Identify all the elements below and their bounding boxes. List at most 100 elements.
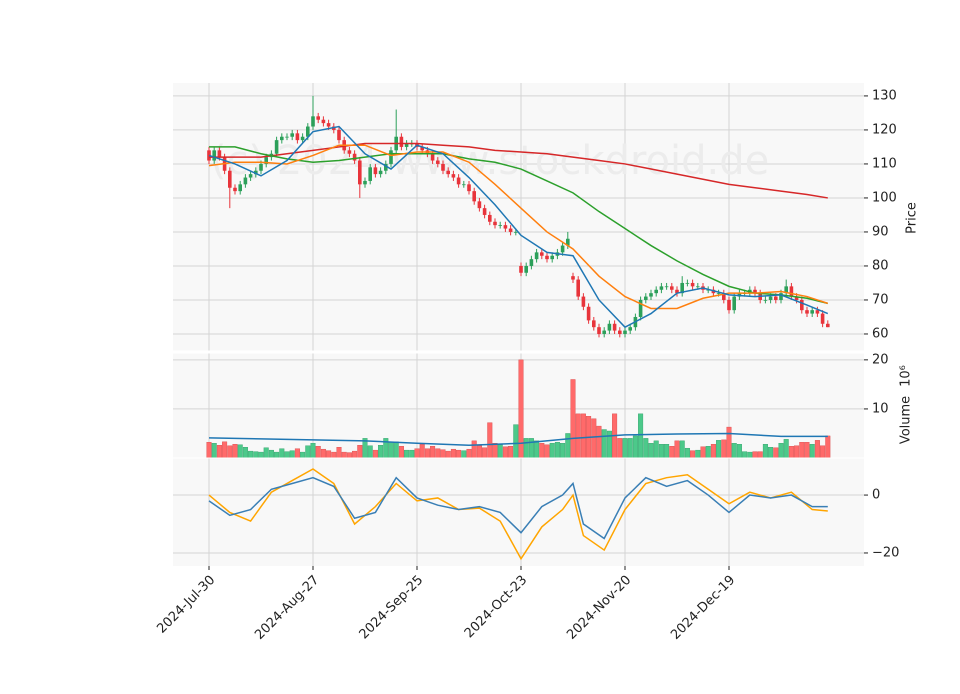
volume-bar — [731, 443, 737, 459]
volume-bar — [393, 441, 399, 459]
candle-body — [217, 150, 222, 158]
candle-body — [576, 279, 580, 297]
candle-body — [602, 330, 606, 334]
y-tick-label: 110 — [872, 156, 897, 171]
y-tick-label: 100 — [872, 190, 897, 205]
volume-bar — [294, 448, 300, 459]
volume-bar — [222, 441, 228, 459]
candle-body — [233, 187, 237, 192]
candle-body — [352, 153, 357, 161]
volume-bar — [508, 446, 514, 459]
volume-bar — [544, 444, 550, 459]
volume-bar — [773, 447, 779, 459]
volume-bar — [253, 451, 259, 459]
volume-offset-label: 10⁶ — [899, 365, 914, 387]
volume-bar — [445, 450, 451, 459]
volume-bar — [513, 424, 519, 459]
volume-bar — [440, 449, 446, 459]
candle-body — [727, 299, 731, 311]
volume-bar — [580, 413, 586, 459]
candle-body — [566, 238, 570, 246]
x-tick-label: 2024-Dec-19 — [668, 573, 738, 643]
volume-bar — [762, 444, 768, 459]
volume-bar — [695, 449, 701, 459]
candle-body — [311, 116, 315, 127]
candle-body — [477, 201, 482, 209]
candle-body — [659, 286, 664, 290]
candle-body — [264, 157, 268, 164]
candle-body — [467, 184, 471, 192]
volume-bar — [736, 444, 742, 459]
y-tick-label: 60 — [872, 326, 889, 341]
candle-body — [238, 184, 242, 192]
candle-body — [716, 293, 721, 294]
volume-bar — [591, 418, 597, 459]
candle-body — [805, 310, 809, 314]
candle-body — [618, 330, 622, 334]
candle-body — [347, 150, 352, 154]
candle-body — [722, 293, 726, 300]
volume-bar — [617, 438, 623, 459]
volume-bar — [471, 440, 477, 459]
x-tick-label: 2024-Jul-30 — [154, 573, 218, 637]
volume-bar — [419, 444, 425, 459]
volume-bar — [492, 443, 498, 459]
candle-body — [228, 170, 232, 188]
volume-bar — [466, 448, 472, 459]
volume-bar — [669, 446, 675, 459]
candle-body — [784, 286, 788, 294]
candle-body — [378, 170, 383, 175]
volume-bar — [289, 450, 295, 459]
candle-body — [488, 214, 492, 222]
volume-bar — [326, 450, 332, 459]
candle-body — [306, 126, 310, 137]
candle-body — [654, 289, 658, 294]
y-tick-label: 10 — [872, 401, 889, 416]
volume-bar — [237, 444, 243, 459]
candle-body — [810, 310, 814, 314]
candle-body — [436, 160, 440, 164]
candle-body — [519, 265, 523, 273]
volume-bar — [528, 438, 534, 459]
volume-bar — [684, 447, 690, 459]
volume-bar — [487, 422, 493, 459]
candle-body — [545, 255, 549, 260]
volume-bar — [757, 451, 763, 459]
y-tick-label: 120 — [872, 122, 897, 137]
candle-body — [534, 252, 539, 260]
volume-bar — [346, 452, 352, 459]
y-tick-label: 80 — [872, 258, 889, 273]
candle-body — [664, 286, 669, 288]
volume-bar — [497, 444, 503, 459]
volume-bar — [794, 445, 800, 459]
volume-bar — [820, 445, 826, 459]
candle-body — [290, 133, 294, 137]
candle-body — [321, 119, 326, 124]
volume-bar — [596, 425, 602, 459]
candle-body — [337, 129, 341, 141]
candle-body — [826, 323, 830, 328]
candle-body — [430, 153, 435, 161]
volume-bar — [482, 447, 488, 459]
candle-body — [441, 163, 445, 171]
volume-bar — [825, 435, 831, 459]
candle-body — [690, 282, 695, 287]
x-tick-label: 2024-Aug-27 — [252, 573, 322, 643]
volume-bar — [690, 450, 696, 459]
volume-bar — [274, 451, 280, 459]
volume-bar — [206, 442, 212, 459]
volume-bar — [242, 447, 248, 459]
candle-body — [399, 136, 404, 147]
volume-bar — [268, 449, 274, 459]
volume-bar — [622, 438, 628, 459]
volume-bar — [424, 448, 430, 459]
y-tick-label: 0 — [872, 488, 880, 503]
candle-body — [358, 160, 362, 185]
candle-body — [212, 150, 216, 161]
candle-body — [597, 327, 601, 334]
candle-body — [446, 170, 450, 175]
volume-bar — [643, 438, 649, 459]
volume-bar — [783, 439, 789, 459]
volume-bar — [461, 450, 467, 459]
candle-body — [259, 163, 263, 171]
